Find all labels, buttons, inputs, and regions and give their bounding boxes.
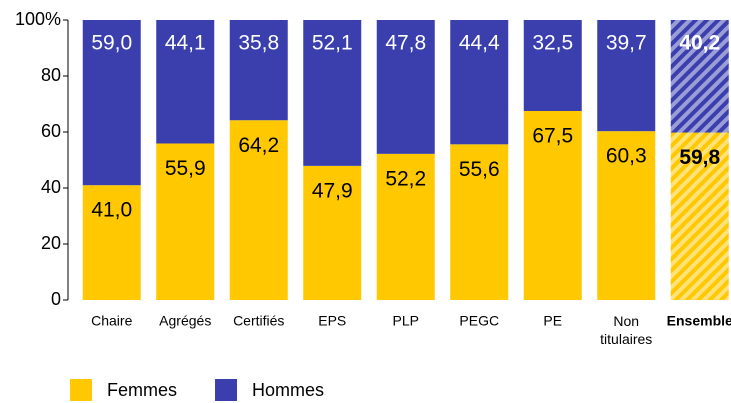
value-label: 32,5 [532,32,573,55]
bar-segment [670,132,729,300]
value-label: 52,2 [385,167,426,190]
bar-segment [156,20,215,144]
y-tick-label: 40 [41,177,61,197]
value-label: 55,9 [165,157,206,180]
x-tick-label: Non titulaires [600,313,652,347]
bar-segment [376,153,435,300]
y-tick-label: 80 [41,65,61,85]
x-tick-label: PEGC [459,313,499,329]
value-label: 59,0 [91,32,132,55]
legend-swatch [215,379,238,401]
bar-segment [670,20,729,133]
value-label: 47,8 [385,32,426,55]
bar-segment [597,131,656,300]
bar-segment [82,20,141,186]
x-tick-label: EPS [318,313,346,329]
bar-segment [303,165,362,300]
x-tick-label: PE [543,313,562,329]
legend-swatch [70,379,92,401]
y-tick-label: 60 [41,121,61,141]
y-tick-label: 0 [51,289,61,309]
value-label: 41,0 [91,199,132,222]
x-tick-label: PLP [393,313,419,329]
value-label: 67,5 [532,125,573,148]
legend-label: Femmes [107,380,177,400]
bar-segment [229,20,288,121]
bar-segment [450,144,509,300]
value-label: 40,2 [679,32,720,55]
x-tick-label: Agrégés [159,313,211,329]
value-label: 44,4 [459,32,500,55]
bar-segment [303,20,362,166]
value-label: 35,8 [238,32,279,55]
bar-segment [376,20,435,154]
value-label: 47,9 [312,179,353,202]
x-tick-label: Certifiés [233,313,284,329]
value-label: 60,3 [606,145,647,168]
bar-segment [597,20,656,132]
y-tick-label: 20 [41,233,61,253]
x-tick-label: Ensemble [667,313,731,329]
value-label: 44,1 [165,32,206,55]
value-label: 64,2 [238,134,279,157]
legend-label: Hommes [252,380,324,400]
bar-segment [523,111,582,300]
bar-segment [82,185,141,300]
value-label: 55,6 [459,158,500,181]
x-tick-label: Chaire [91,313,132,329]
value-label: 52,1 [312,32,353,55]
bar-segment [450,20,509,145]
value-label: 39,7 [606,32,647,55]
bar-segment [229,120,288,301]
y-tick-label: 100% [15,9,61,29]
bar-segment [523,20,582,111]
bar-segment [156,143,215,300]
value-label: 59,8 [679,146,720,169]
